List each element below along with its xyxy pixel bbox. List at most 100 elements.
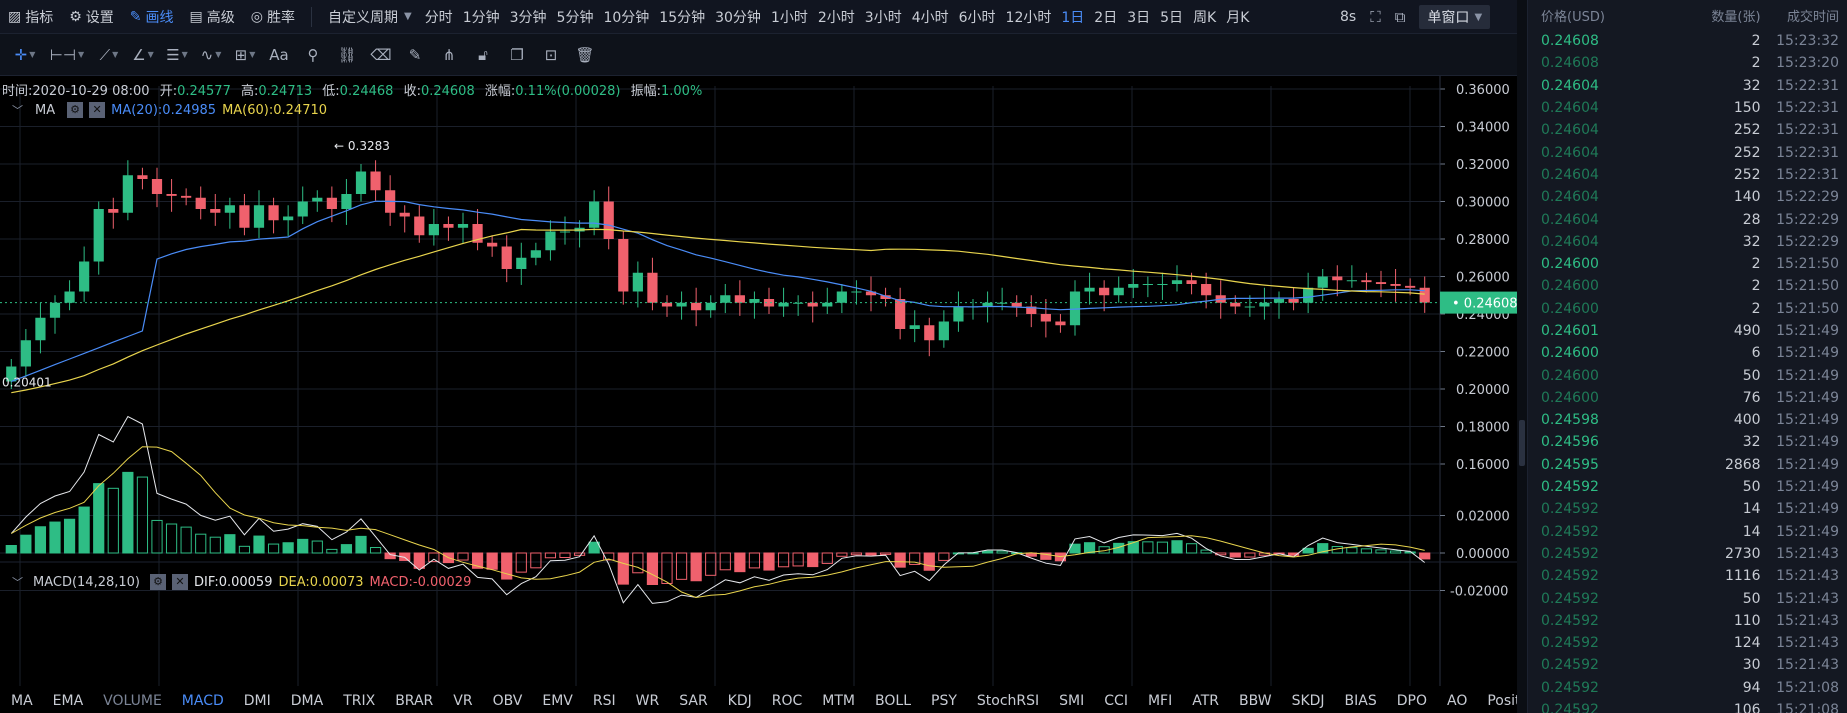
trade-row: 0.24592 94 15:21:08 <box>1528 677 1847 699</box>
splitter-handle[interactable] <box>1519 420 1525 466</box>
indicator-tab[interactable]: SKDJ <box>1291 692 1325 709</box>
indicator-tab[interactable]: ATR <box>1192 692 1219 709</box>
toolbar-button-3[interactable]: ▤ 高级 <box>182 0 243 34</box>
chart-area[interactable]: 0.36000 0.34000 0.32000 0.30000 0.28000 0.260… <box>0 76 1625 713</box>
horizontal-line-tool[interactable]: ⊢⊣ ▼ <box>50 40 84 70</box>
period-option[interactable]: 周K <box>1193 9 1217 26</box>
indicator-tab[interactable]: BRAR <box>395 692 434 709</box>
window-mode-dropdown[interactable]: 单窗口 ▼ <box>1419 5 1491 29</box>
indicator-tab[interactable]: WR <box>635 692 660 709</box>
ma-settings-icon[interactable]: ⚙ <box>67 102 84 118</box>
chevron-down-icon: ▼ <box>29 50 36 59</box>
indicator-tab[interactable]: RSI <box>592 692 616 709</box>
custom-period-dropdown[interactable]: 自定义周期 ▼ <box>320 0 420 34</box>
copy-tool[interactable]: ❐ <box>500 40 534 70</box>
period-option[interactable]: 2小时 <box>817 9 855 26</box>
period-option[interactable]: 3分钟 <box>509 9 547 26</box>
macd-close-icon[interactable]: ✕ <box>172 574 189 590</box>
macd-bar <box>413 552 425 569</box>
period-option[interactable]: 3小时 <box>864 9 902 26</box>
candle-body <box>1099 287 1110 296</box>
indicator-tab[interactable]: MA <box>11 692 33 709</box>
period-option[interactable]: 30分钟 <box>715 9 761 26</box>
candle-body <box>1390 284 1401 286</box>
toolbar-button-0[interactable]: ▨ 指标 <box>0 0 61 34</box>
period-option[interactable]: 10分钟 <box>603 9 650 26</box>
magnet-tool[interactable]: ⚲ <box>296 40 330 70</box>
indicator-tab[interactable]: BIAS <box>1344 692 1377 709</box>
macd-settings-icon[interactable]: ⚙ <box>150 574 167 590</box>
macd-bar <box>486 552 498 570</box>
toolbar-button-1[interactable]: ⚙ 设置 <box>61 0 122 34</box>
hide-tool[interactable]: ⊡ <box>534 40 568 70</box>
ma-close-icon[interactable]: ✕ <box>89 102 106 118</box>
period-option[interactable]: 2日 <box>1094 9 1118 26</box>
period-option[interactable]: 1小时 <box>770 9 808 26</box>
eraser-tool[interactable]: ⌫ <box>364 40 398 70</box>
indicator-tab[interactable]: EMA <box>52 692 84 709</box>
ruler-tool[interactable]: ⋔ <box>432 40 466 70</box>
indicator-tab[interactable]: DPO <box>1396 692 1427 709</box>
lock-draw-tool[interactable]: ⛓ <box>330 40 364 70</box>
indicator-tab[interactable]: SMI <box>1059 692 1085 709</box>
indicator-tab[interactable]: MFI <box>1147 692 1173 709</box>
candle-body <box>734 295 745 303</box>
indicator-tab[interactable]: DMA <box>290 692 324 709</box>
period-option[interactable]: 15分钟 <box>659 9 706 26</box>
indicator-tab[interactable]: TRIX <box>343 692 376 709</box>
candlestick-chart[interactable]: 0.36000 0.34000 0.32000 0.30000 0.28000 0.260… <box>0 76 1517 713</box>
period-option[interactable]: 1分钟 <box>462 9 500 26</box>
period-option[interactable]: 12小时 <box>1005 9 1052 26</box>
period-option[interactable]: 4小时 <box>911 9 949 26</box>
period-option[interactable]: 1日 <box>1061 9 1085 26</box>
trendline-tool[interactable]: ⟋ ▼ <box>92 40 126 70</box>
text-tool[interactable]: Aa <box>262 40 296 70</box>
refresh-interval[interactable]: 8s <box>1340 9 1357 25</box>
candle-body <box>6 366 17 382</box>
indicator-tab[interactable]: DMI <box>243 692 271 709</box>
toolbar-button-2[interactable]: ✎ 画线 <box>122 0 182 34</box>
indicator-tab[interactable]: StochRSI <box>976 692 1040 709</box>
indicator-tab[interactable]: BOLL <box>875 692 911 709</box>
period-option[interactable]: 3日 <box>1127 9 1151 26</box>
candle-body <box>1128 284 1139 288</box>
trade-row: 0.24604 150 15:22:31 <box>1528 97 1847 119</box>
collapse-chevron-icon[interactable]: ﹀ <box>12 576 23 589</box>
period-option[interactable]: 分时 <box>424 9 453 26</box>
indicator-tab[interactable]: EMV <box>542 692 573 709</box>
macd-bar <box>1229 552 1241 558</box>
indicator-tab[interactable]: CCI <box>1104 692 1128 709</box>
indicator-tab[interactable]: MACD <box>181 692 224 709</box>
indicator-tab[interactable]: BBW <box>1239 692 1272 709</box>
indicator-tab[interactable]: AO <box>1447 692 1468 709</box>
period-option[interactable]: 月K <box>1226 9 1250 26</box>
period-option[interactable]: 5日 <box>1160 9 1184 26</box>
macd-bar <box>705 552 717 576</box>
wave-tool[interactable]: ∿ ▼ <box>194 40 228 70</box>
macd-bar <box>195 533 207 554</box>
period-option[interactable]: 6小时 <box>958 9 996 26</box>
indicator-tab[interactable]: OBV <box>492 692 523 709</box>
delete-tool[interactable]: 🗑︎ <box>568 40 602 70</box>
macd-bar <box>1171 540 1183 554</box>
crosshair-tool[interactable]: ✛ ▼ <box>8 40 42 70</box>
trade-qty: 2 <box>1751 33 1761 50</box>
period-option[interactable]: 5分钟 <box>556 9 594 26</box>
toolbar-button-4[interactable]: ◎ 胜率 <box>243 0 303 34</box>
indicator-tab[interactable]: SAR <box>679 692 708 709</box>
indicator-tab[interactable]: KDJ <box>727 692 752 709</box>
indicator-tab[interactable]: MTM <box>822 692 856 709</box>
fullscreen-icon[interactable]: ⛶ <box>1370 8 1381 26</box>
indicator-tab[interactable]: VOLUME <box>103 692 162 709</box>
measure-tool[interactable]: ⊞ ▼ <box>228 40 262 70</box>
indicator-tab[interactable]: ROC <box>771 692 803 709</box>
lock-tool[interactable]: 🔓︎ <box>466 40 500 70</box>
brush-tool[interactable]: ✎ <box>398 40 432 70</box>
popout-icon[interactable]: ⧉ <box>1394 8 1406 26</box>
angle-tool[interactable]: ∠ ▼ <box>126 40 160 70</box>
panel-splitter[interactable] <box>1517 0 1527 713</box>
collapse-chevron-icon[interactable]: ﹀ <box>12 104 23 117</box>
indicator-tab[interactable]: PSY <box>931 692 957 709</box>
indicator-tab[interactable]: VR <box>453 692 473 709</box>
channel-tool[interactable]: ☰ ▼ <box>160 40 194 70</box>
